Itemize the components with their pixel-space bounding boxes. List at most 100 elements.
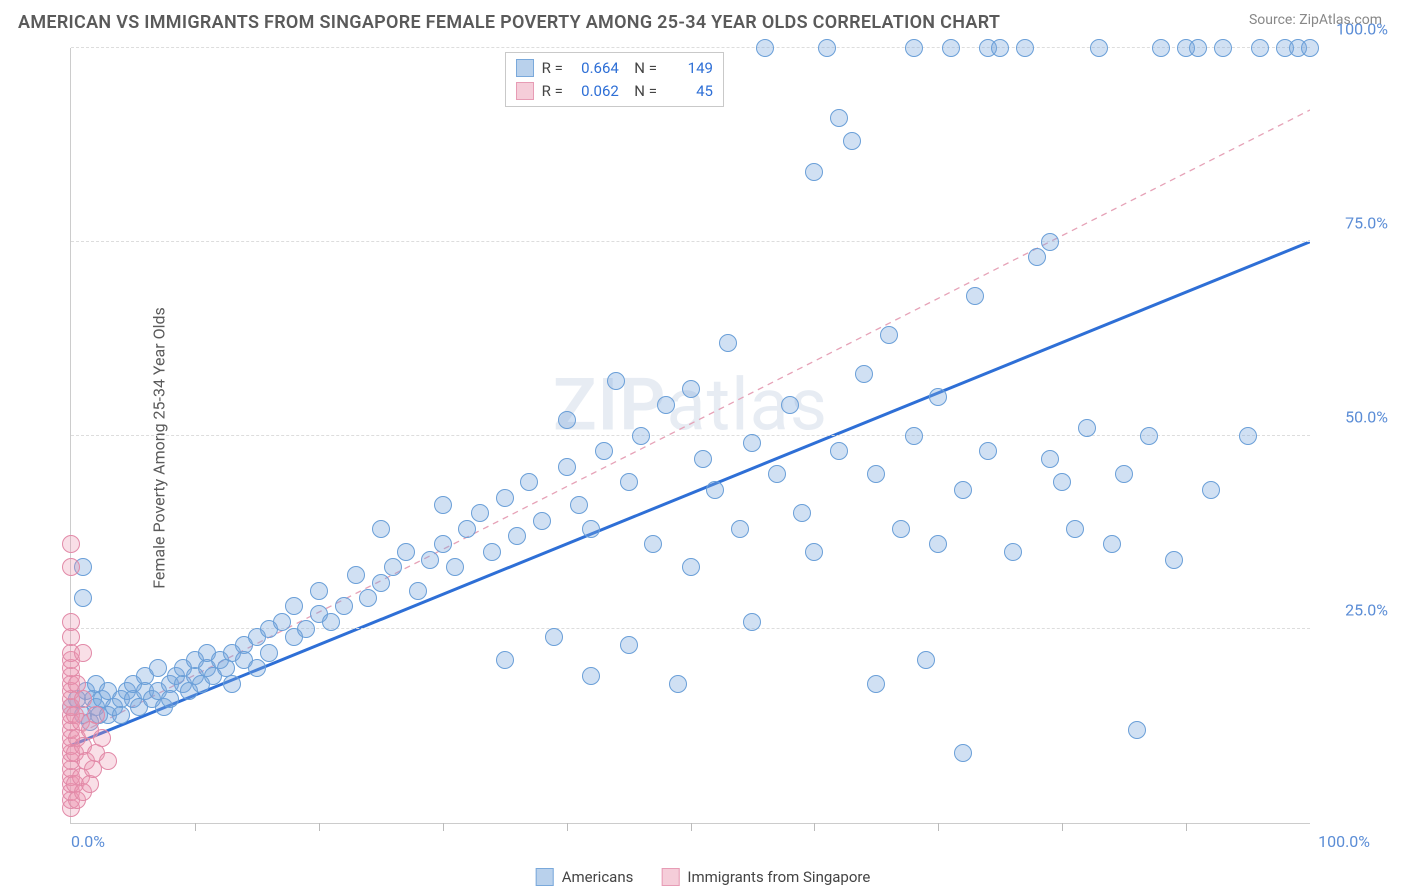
data-point: [818, 39, 836, 57]
data-point: [508, 527, 526, 545]
chart-header: AMERICAN VS IMMIGRANTS FROM SINGAPORE FE…: [0, 0, 1406, 37]
plot-area: Female Poverty Among 25-34 Year Olds ZIP…: [40, 48, 1394, 848]
data-point: [161, 690, 179, 708]
legend-n-value: 149: [665, 57, 713, 80]
data-point: [409, 582, 427, 600]
data-point: [669, 675, 687, 693]
data-point: [1128, 721, 1146, 739]
data-point: [533, 512, 551, 530]
data-point: [1152, 39, 1170, 57]
data-point: [347, 566, 365, 584]
data-point: [1115, 465, 1133, 483]
data-point: [112, 706, 130, 724]
legend-swatch: [516, 82, 534, 100]
data-point: [966, 287, 984, 305]
data-point: [719, 334, 737, 352]
data-point: [632, 427, 650, 445]
data-point: [731, 520, 749, 538]
data-point: [62, 613, 80, 631]
data-point: [867, 465, 885, 483]
data-point: [310, 582, 328, 600]
x-tick: [195, 823, 196, 831]
data-point: [743, 613, 761, 631]
data-point: [917, 651, 935, 669]
data-point: [322, 613, 340, 631]
legend-swatch: [516, 59, 534, 77]
data-point: [434, 496, 452, 514]
data-point: [657, 396, 675, 414]
x-tick: [1062, 823, 1063, 831]
data-point: [1016, 39, 1034, 57]
x-tick: [814, 823, 815, 831]
data-point: [892, 520, 910, 538]
data-point: [991, 39, 1009, 57]
data-point: [87, 706, 105, 724]
legend-row: R = 0.664 N = 149: [516, 57, 713, 80]
legend-label: Americans: [562, 868, 634, 886]
y-tick-label: 50.0%: [1345, 407, 1388, 426]
data-point: [1140, 427, 1158, 445]
legend-r-label: R =: [542, 80, 563, 103]
data-point: [979, 442, 997, 460]
x-tick: [443, 823, 444, 831]
data-point: [93, 729, 111, 747]
data-point: [62, 535, 80, 553]
data-point: [582, 520, 600, 538]
data-point: [483, 543, 501, 561]
data-point: [496, 651, 514, 669]
data-point: [756, 39, 774, 57]
data-point: [1066, 520, 1084, 538]
legend-r-value: 0.664: [571, 57, 619, 80]
data-point: [1041, 233, 1059, 251]
data-point: [1028, 248, 1046, 266]
data-point: [1078, 419, 1096, 437]
legend-n-label: N =: [627, 80, 657, 103]
data-point: [781, 396, 799, 414]
data-point: [805, 163, 823, 181]
data-point: [768, 465, 786, 483]
x-tick-label: 0.0%: [71, 832, 105, 851]
legend-n-label: N =: [627, 57, 657, 80]
gridline: [71, 435, 1310, 436]
data-point: [384, 558, 402, 576]
x-tick: [319, 823, 320, 831]
data-point: [260, 644, 278, 662]
data-point: [74, 644, 92, 662]
data-point: [297, 620, 315, 638]
data-point: [1090, 39, 1108, 57]
data-point: [620, 473, 638, 491]
data-point: [434, 535, 452, 553]
data-point: [248, 659, 266, 677]
legend-item: Immigrants from Singapore: [661, 868, 870, 886]
trend-lines: [71, 48, 1310, 823]
data-point: [458, 520, 476, 538]
data-point: [880, 326, 898, 344]
data-point: [545, 628, 563, 646]
data-point: [1239, 427, 1257, 445]
data-point: [805, 543, 823, 561]
data-point: [223, 675, 241, 693]
data-point: [558, 411, 576, 429]
data-point: [558, 458, 576, 476]
series-legend: Americans Immigrants from Singapore: [536, 868, 871, 886]
data-point: [81, 775, 99, 793]
data-point: [793, 504, 811, 522]
data-point: [1053, 473, 1071, 491]
data-point: [905, 427, 923, 445]
data-point: [830, 442, 848, 460]
data-point: [843, 132, 861, 150]
gridline: [71, 47, 1310, 48]
correlation-legend: R =0.664 N =149R =0.062 N =45: [505, 52, 724, 107]
data-point: [942, 39, 960, 57]
legend-row: R =0.062 N =45: [516, 80, 713, 103]
data-point: [1165, 551, 1183, 569]
legend-r-value: 0.062: [571, 80, 619, 103]
x-tick: [1186, 823, 1187, 831]
data-point: [694, 450, 712, 468]
legend-r-label: R =: [542, 57, 563, 80]
data-point: [1189, 39, 1207, 57]
legend-swatch: [536, 868, 554, 886]
data-point: [496, 489, 514, 507]
data-point: [607, 372, 625, 390]
data-point: [421, 551, 439, 569]
